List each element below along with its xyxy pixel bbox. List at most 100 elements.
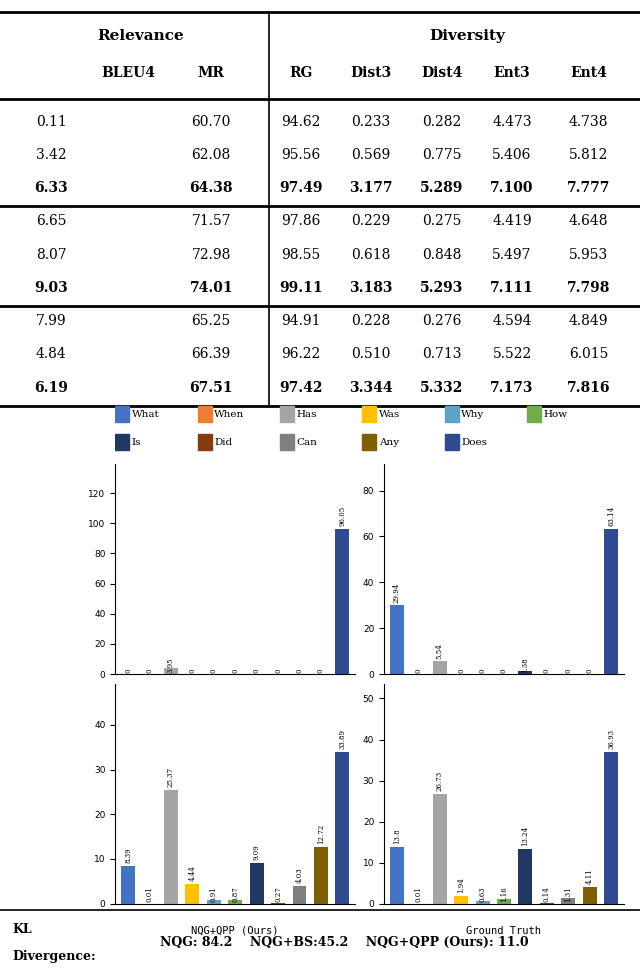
Text: 6.015: 6.015 [569,348,609,361]
Text: When: When [214,409,244,418]
Text: 72.98: 72.98 [191,247,231,262]
Text: 13.8: 13.8 [393,828,401,844]
Text: 0: 0 [586,668,594,673]
Text: 60.70: 60.70 [191,114,231,129]
Text: 0: 0 [500,668,508,673]
Text: Ent4: Ent4 [570,66,607,80]
Text: 7.777: 7.777 [567,181,611,195]
Bar [271,903,285,904]
Text: 3.344: 3.344 [349,381,393,395]
Text: 0.229: 0.229 [351,214,391,229]
Text: 98.55: 98.55 [281,247,321,262]
Bar [527,406,541,422]
Bar [115,434,129,450]
Text: Any: Any [379,438,399,447]
Text: 6.19: 6.19 [35,381,68,395]
Text: How: How [543,409,568,418]
Text: 1.94: 1.94 [457,877,465,893]
Text: 7.111: 7.111 [490,280,534,295]
Bar [207,900,221,904]
Bar [433,794,447,904]
Text: NQG+QPP (Ours): NQG+QPP (Ours) [191,926,279,936]
Text: 33.89: 33.89 [339,729,346,749]
Bar [362,406,376,422]
Bar [518,849,532,904]
Bar [228,900,242,904]
Text: 0.11: 0.11 [36,114,67,129]
Text: BLEU4: BLEU4 [101,66,155,80]
Text: Did: Did [214,438,232,447]
Text: 29.94: 29.94 [393,582,401,603]
Text: 4.11: 4.11 [586,869,594,884]
Text: 0.01: 0.01 [145,886,154,902]
Text: 5.406: 5.406 [492,148,532,162]
Text: 0: 0 [457,668,465,673]
Bar [390,847,404,904]
Text: 7.173: 7.173 [490,381,534,395]
Text: 0.14: 0.14 [543,886,551,902]
Text: Dist4: Dist4 [421,66,462,80]
Text: 4.648: 4.648 [569,214,609,229]
Text: 0: 0 [145,668,154,673]
Text: 4.594: 4.594 [492,315,532,328]
Text: 62.08: 62.08 [191,148,231,162]
Text: 96.05: 96.05 [339,506,346,527]
Text: 4.738: 4.738 [569,114,609,129]
Text: 0.618: 0.618 [351,247,391,262]
Bar [497,899,511,904]
Text: 1.16: 1.16 [500,886,508,902]
Text: 6.33: 6.33 [35,181,68,195]
Text: Can: Can [296,438,317,447]
Text: 0: 0 [124,668,132,673]
Text: Divergence:: Divergence: [13,950,97,963]
Text: NQG: 84.2    NQG+BS:45.2    NQG+QPP (Ours): 11.0: NQG: 84.2 NQG+BS:45.2 NQG+QPP (Ours): 11… [160,936,529,949]
Bar [583,887,596,904]
Text: 7.99: 7.99 [36,315,67,328]
Text: 74.01: 74.01 [189,280,233,295]
Text: 25.37: 25.37 [167,767,175,787]
Bar [362,434,376,450]
Text: 97.49: 97.49 [279,181,323,195]
Text: 5.522: 5.522 [492,348,532,361]
Text: 5.289: 5.289 [420,181,463,195]
Bar [186,884,199,904]
Bar [518,671,532,674]
Text: 0: 0 [210,668,218,673]
Text: 97.42: 97.42 [279,381,323,395]
Text: 65.25: 65.25 [191,315,231,328]
Bar [198,406,212,422]
Text: 13.24: 13.24 [522,827,529,846]
Bar [250,863,264,904]
Text: 0.569: 0.569 [351,148,391,162]
Bar [164,668,178,674]
Text: 7.100: 7.100 [490,181,534,195]
Text: 8.39: 8.39 [124,847,132,863]
Text: 94.91: 94.91 [281,315,321,328]
Text: NQG+BeamSearch: NQG+BeamSearch [460,696,548,705]
Text: 3.95: 3.95 [167,658,175,673]
Text: Relevance: Relevance [97,29,184,44]
Text: 0.233: 0.233 [351,114,391,129]
Bar [445,434,459,450]
Text: 5.293: 5.293 [420,280,463,295]
Text: 5.953: 5.953 [569,247,609,262]
Text: KL: KL [13,923,33,936]
Text: 5.332: 5.332 [420,381,463,395]
Bar [604,530,618,674]
Text: 1.38: 1.38 [522,658,529,673]
Text: Was: Was [379,409,400,418]
Text: 5.497: 5.497 [492,247,532,262]
Bar [280,434,294,450]
Bar [292,886,307,904]
Bar [314,847,328,904]
Text: 5.54: 5.54 [436,643,444,658]
Bar [476,901,490,904]
Text: Dist3: Dist3 [351,66,392,80]
Text: 26.73: 26.73 [436,771,444,791]
Text: 3.42: 3.42 [36,148,67,162]
Text: 0: 0 [274,668,282,673]
Text: 36.93: 36.93 [607,729,615,749]
Text: 0.87: 0.87 [231,886,239,902]
Text: 94.62: 94.62 [281,114,321,129]
Bar [561,898,575,904]
